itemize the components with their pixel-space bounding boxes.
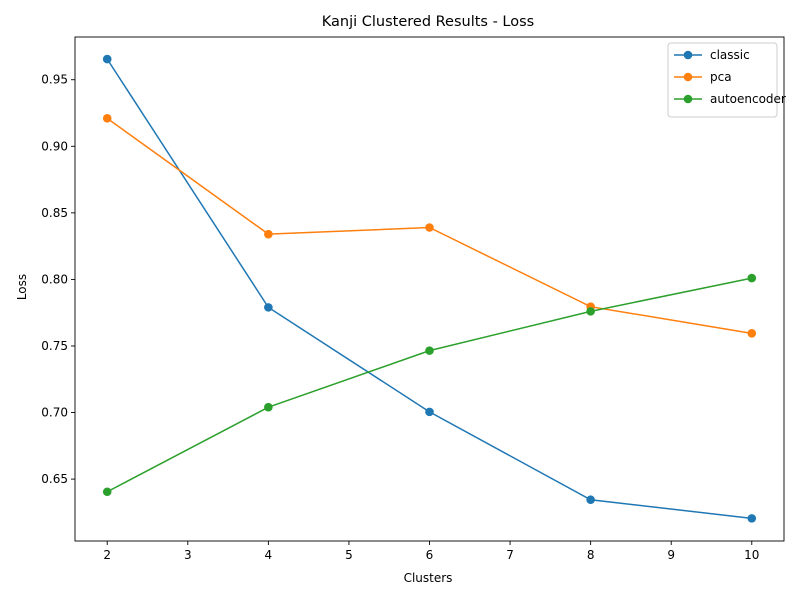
y-tick-label: 0.70 [41, 406, 68, 420]
legend-marker-pca [683, 72, 693, 82]
x-tick-label: 10 [744, 548, 759, 562]
legend: classic pca autoencoder [667, 42, 786, 118]
legend-label-autoencoder: autoencoder [710, 92, 786, 106]
legend-label-pca: pca [710, 70, 732, 84]
y-tick-label: 0.75 [41, 339, 68, 353]
y-tick-label: 0.85 [41, 206, 68, 220]
data-point-pca-4 [747, 329, 757, 338]
data-point-autoencoder-2 [425, 346, 434, 355]
x-tick-label: 8 [587, 548, 595, 562]
x-tick-label: 4 [265, 548, 273, 562]
x-axis-label: Clusters [404, 571, 453, 585]
y-tick-label: 0.95 [41, 73, 68, 87]
data-point-classic-1 [264, 303, 273, 312]
legend-marker-classic [683, 50, 693, 60]
data-point-pca-0 [102, 114, 112, 123]
x-tick-label: 3 [184, 548, 192, 562]
data-point-autoencoder-3 [586, 307, 595, 316]
x-tick-label: 9 [667, 548, 675, 562]
data-point-autoencoder-0 [102, 487, 112, 497]
data-point-classic-0 [102, 54, 112, 64]
x-tick-label: 7 [506, 548, 514, 562]
data-point-pca-1 [264, 229, 273, 239]
data-point-classic-4 [747, 514, 757, 523]
legend-marker-autoencoder [683, 94, 693, 104]
data-point-autoencoder-4 [747, 273, 757, 283]
x-tick-label: 2 [103, 548, 111, 562]
data-point-autoencoder-1 [264, 402, 273, 412]
plot-area: 2 3 4 5 6 7 8 9 10 0.65 0.70 0.75 0.80 0.85 0.90 0.95 [41, 36, 785, 562]
chart-title: Kanji Clustered Results - Loss [322, 14, 535, 30]
data-point-pca-2 [425, 223, 434, 232]
y-tick-label: 0.65 [41, 472, 68, 486]
x-tick-label: 6 [426, 548, 434, 562]
y-tick-label: 0.80 [41, 272, 68, 286]
data-point-classic-3 [586, 495, 595, 505]
y-axis-label: Loss [15, 274, 29, 300]
x-tick-label: 5 [345, 548, 353, 562]
data-point-classic-2 [425, 407, 434, 417]
y-tick-label: 0.90 [41, 139, 68, 153]
legend-label-classic: classic [710, 48, 750, 62]
